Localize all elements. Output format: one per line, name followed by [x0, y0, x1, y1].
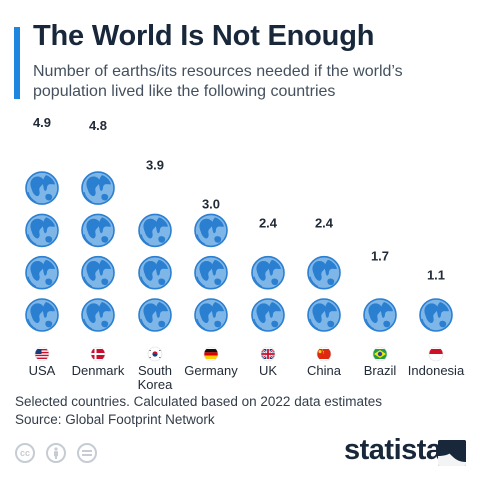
globe-icon [138, 213, 172, 248]
globe-icon [138, 255, 172, 290]
globe-icon [307, 298, 341, 332]
globe-icon [138, 298, 172, 332]
denmark-flag-icon [90, 346, 106, 362]
no-derivatives-icon [77, 443, 97, 463]
globe-icon [81, 171, 115, 205]
indonesia-flag-icon [428, 346, 444, 362]
uk-flag-icon [260, 346, 276, 362]
statista-logo: statista [344, 434, 442, 466]
category-label: USA [29, 363, 56, 378]
globe-icon [25, 213, 59, 248]
category-label: China [307, 363, 342, 378]
globe-icon [81, 255, 115, 290]
globe-icon [81, 213, 115, 248]
globe-icon [419, 298, 453, 332]
category-label: UK [259, 363, 277, 378]
value-label: 4.8 [89, 118, 107, 133]
value-label: 2.4 [315, 216, 334, 231]
source-note: Source: Global Footprint Network [15, 412, 215, 427]
chart-title: The World Is Not Enough [33, 20, 375, 52]
globe-icon [25, 255, 59, 290]
value-label: 4.9 [33, 115, 51, 130]
value-label: 2.4 [259, 216, 278, 231]
globe-icon [194, 213, 228, 248]
globe-icon [251, 255, 285, 290]
category-label: Indonesia [408, 363, 465, 378]
globe-icon [251, 298, 285, 332]
value-label: 3.9 [146, 157, 164, 172]
category-label: Korea [138, 377, 173, 390]
partial-globe-icon [138, 175, 172, 205]
category-label: South [138, 363, 172, 378]
category-label: Germany [184, 363, 238, 378]
category-label: Denmark [72, 363, 125, 378]
brazil-flag-icon [372, 346, 388, 362]
partial-globe-icon [25, 133, 59, 163]
value-label: 1.1 [427, 268, 445, 283]
globe-icon [307, 255, 341, 290]
attribution-icon [46, 443, 66, 463]
globe-icon [81, 298, 115, 332]
partial-globe-icon [81, 136, 115, 163]
footnote: Selected countries. Calculated based on … [15, 394, 382, 409]
value-label: 3.0 [202, 196, 220, 211]
globe-icon [25, 171, 59, 205]
germany-flag-icon [203, 346, 219, 362]
globe-icon [194, 298, 228, 332]
south-korea-flag-icon [147, 346, 163, 362]
cc-icon: cc [15, 443, 35, 463]
value-label: 1.7 [371, 248, 389, 263]
globe-icon [363, 298, 397, 332]
statista-logo-mark [438, 440, 466, 466]
usa-flag-icon [34, 346, 50, 362]
accent-bar [14, 27, 20, 99]
china-flag-icon [316, 346, 332, 362]
globe-icon [25, 298, 59, 332]
globe-icon [194, 255, 228, 290]
category-label: Brazil [364, 363, 397, 378]
chart-subtitle: Number of earths/its resources needed if… [33, 63, 403, 100]
